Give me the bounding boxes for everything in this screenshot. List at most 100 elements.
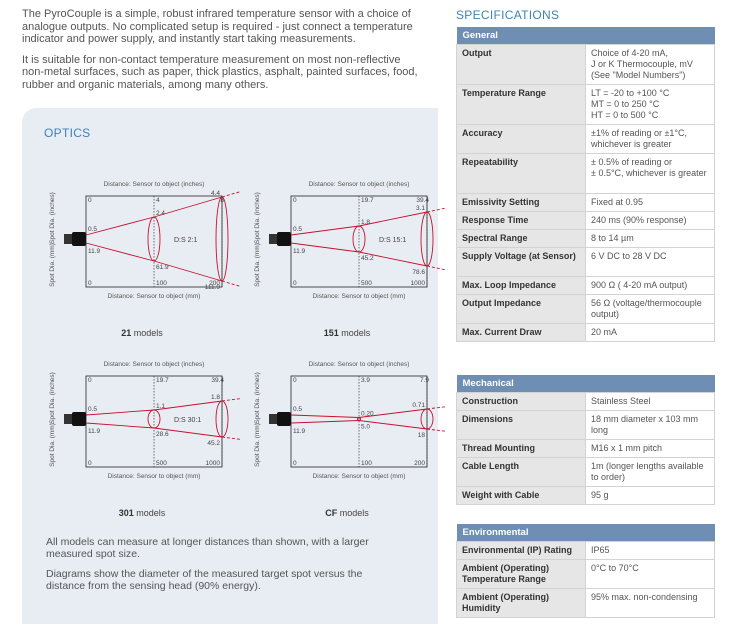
spot-ellipse — [147, 409, 161, 429]
beam-edge — [358, 251, 428, 267]
sensor-body-icon — [269, 414, 277, 424]
spec-key: Environmental (IP) Rating — [456, 541, 586, 560]
spot-ellipse — [215, 196, 229, 282]
beam-extension — [426, 406, 446, 410]
beam-extension — [426, 207, 446, 213]
spec-value: 8 to 14 µm — [585, 229, 715, 248]
spec-value: 95% max. non-condensing — [585, 588, 715, 618]
spec-row: Ambient (Operating) Humidity 95% max. non… — [456, 588, 715, 618]
spec-key: Output — [456, 44, 586, 85]
spec-row: Max. Current Draw 20 mA — [456, 323, 715, 342]
models-word: models — [338, 328, 371, 338]
beam-edge — [85, 422, 155, 429]
models-word: models — [133, 508, 166, 518]
beam-extension — [221, 436, 241, 440]
tick-label-inches: 19.7 — [361, 197, 374, 204]
optics-note-2: Diagrams show the diameter of the measur… — [46, 568, 363, 592]
tick-label-mm: 200 — [209, 280, 220, 287]
spot-size-label: 61.9 — [156, 264, 169, 271]
spot-size-label: 11.9 — [88, 428, 101, 435]
spec-key: Cable Length — [456, 457, 586, 487]
spec-row: Repeatability ± 0.5% of reading or ± 0.5°… — [456, 153, 715, 194]
spec-table-mechanical: Mechanical Construction Stainless Steel Di… — [456, 375, 715, 505]
tick-label-inches: 39.4 — [211, 377, 224, 384]
optics-note-1: All models can measure at longer distanc… — [46, 536, 369, 560]
diagram-caption: CF models — [247, 508, 447, 518]
intro-text: The PyroCouple is a simple, robust infra… — [22, 8, 422, 99]
diagram-caption: 21 models — [42, 328, 242, 338]
axis-label-mm: Distance: Sensor to object (mm) — [313, 293, 406, 300]
spot-ellipse — [357, 417, 361, 421]
spot-size-label: 0.5 — [88, 226, 97, 233]
tick-label-mm: 1000 — [411, 280, 426, 287]
sensor-head-icon — [72, 412, 86, 426]
optics-diagram-151: Distance: Sensor to object (inches) Dista… — [247, 176, 447, 346]
spot-size-label: 11.9 — [293, 248, 306, 255]
tick-label-inches: 0 — [88, 377, 92, 384]
spot-size-label: 111.9 — [205, 284, 221, 291]
spec-value: Choice of 4-20 mA, J or K Thermocouple, … — [585, 44, 715, 85]
spot-size-label: 11.9 — [293, 428, 306, 435]
beam-extension — [426, 265, 446, 271]
spec-key: Max. Loop Impedance — [456, 276, 586, 295]
spec-row: Response Time 240 ms (90% response) — [456, 211, 715, 230]
spec-section-header: Environmental — [456, 524, 715, 542]
ds-ratio-label: D:S 2:1 — [174, 237, 197, 244]
spec-value: 95 g — [585, 486, 715, 505]
tick-label-mm: 0 — [88, 280, 92, 287]
spec-key: Construction — [456, 392, 586, 411]
spot-size-label: 2.4 — [156, 210, 165, 217]
tick-label-inches: 0 — [293, 377, 297, 384]
spec-value: LT = -20 to +100 °C MT = 0 to 250 °C HT … — [585, 84, 715, 125]
beam-edge — [290, 242, 360, 253]
spec-key: Weight with Cable — [456, 486, 586, 505]
beam-extension — [221, 191, 241, 198]
beam-extension — [221, 280, 241, 287]
tick-label-mm: 0 — [293, 460, 297, 467]
axis-label-inches: Distance: Sensor to object (inches) — [309, 361, 410, 368]
optics-diagram-301: Distance: Sensor to object (inches) Dista… — [42, 356, 242, 526]
optics-diagram-svg: Distance: Sensor to object (inches) Dista… — [49, 361, 241, 480]
ds-ratio-label: D:S 15:1 — [379, 237, 406, 244]
spec-key: Ambient (Operating) Humidity — [456, 588, 586, 618]
spec-row: Thread Mounting M16 x 1 mm pitch — [456, 439, 715, 458]
spot-size-label: 1.1 — [156, 403, 165, 410]
spot-size-label: 0.5 — [293, 406, 302, 413]
tick-label-mm: 200 — [414, 460, 425, 467]
spec-key: Dimensions — [456, 410, 586, 440]
spot-size-label: 0.71 — [412, 402, 425, 409]
spec-row: Dimensions 18 mm diameter x 103 mm long — [456, 410, 715, 440]
spec-row: Supply Voltage (at Sensor) 6 V DC to 28 V… — [456, 247, 715, 277]
spec-value: 18 mm diameter x 103 mm long — [585, 410, 715, 440]
spot-size-label: 11.9 — [88, 248, 101, 255]
beam-edge — [153, 400, 223, 411]
tick-label-inches: 39.4 — [416, 197, 429, 204]
intro-paragraph-2: It is suitable for non-contact temperatu… — [22, 53, 418, 91]
tick-label-inches: 0 — [293, 197, 297, 204]
spec-row: Weight with Cable 95 g — [456, 486, 715, 505]
spot-ellipse — [215, 400, 229, 438]
spec-key: Spectral Range — [456, 229, 586, 248]
spot-size-label: 0.5 — [88, 406, 97, 413]
axis-label-mm: Distance: Sensor to object (mm) — [108, 293, 201, 300]
tick-label-mm: 100 — [156, 280, 167, 287]
beam-edge — [153, 196, 223, 218]
model-name: 301 — [118, 508, 134, 518]
spec-row: Emissivity Setting Fixed at 0.95 — [456, 193, 715, 212]
axis-label-spot-inches: Spot Dia. (inches) — [254, 372, 261, 424]
axis-label-spot-inches: Spot Dia. (inches) — [49, 372, 56, 424]
beam-extension — [221, 398, 241, 402]
tick-label-mm: 100 — [361, 460, 372, 467]
spec-key: Max. Current Draw — [456, 323, 586, 342]
spec-row: Accuracy ±1% of reading or ±1°C, whicheve… — [456, 124, 715, 154]
axis-label-mm: Distance: Sensor to object (mm) — [313, 473, 406, 480]
spot-size-label: 5.0 — [361, 424, 370, 431]
models-word: models — [131, 328, 163, 338]
beam-edge — [85, 409, 155, 416]
beam-edge — [358, 408, 428, 418]
model-name: 21 — [121, 328, 132, 338]
axis-label-spot-mm: Spot Dia. (mm) — [254, 423, 261, 467]
spec-row: Max. Loop Impedance 900 Ω ( 4-20 mA outpu… — [456, 276, 715, 295]
spec-key: Supply Voltage (at Sensor) — [456, 247, 586, 277]
tick-label-inches: 7.9 — [420, 377, 429, 384]
